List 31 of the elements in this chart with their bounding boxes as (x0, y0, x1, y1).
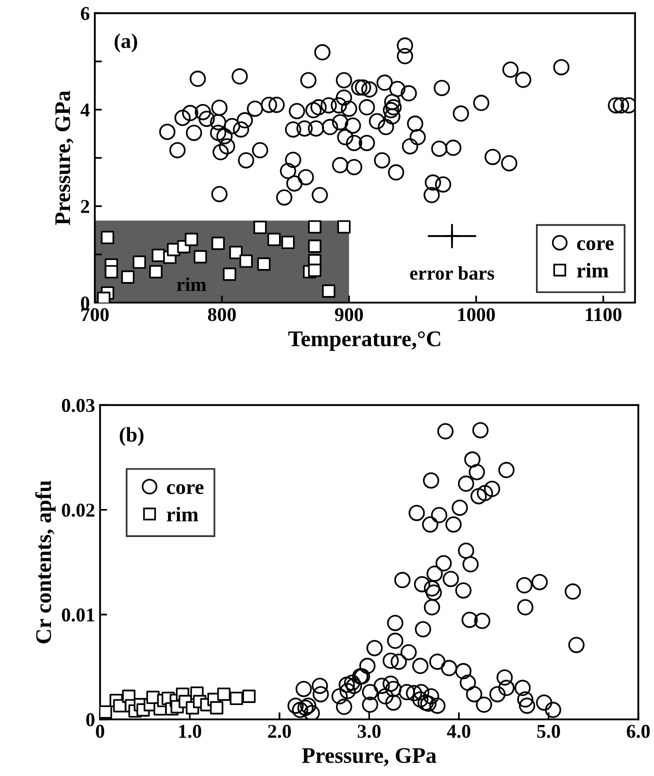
legend-label: rim (166, 506, 198, 522)
x-axis-title: Pressure, GPa (302, 748, 436, 766)
y-tick-label: 6 (80, 7, 90, 20)
y-axis-title: Pressure, GPa (55, 90, 74, 226)
x-tick-label: 1.0 (179, 724, 202, 738)
y-tick-label: 0 (86, 713, 94, 726)
legend-label: core (166, 484, 204, 494)
legend-label: core (577, 240, 614, 250)
y-tick-label: 4 (80, 104, 90, 116)
annotation: rim (176, 277, 206, 291)
x-tick-label: 900 (334, 308, 363, 322)
x-tick-label: 6.0 (626, 724, 650, 738)
annotation: (b) (120, 427, 144, 446)
x-tick-label: 2.0 (268, 724, 291, 738)
x-tick-label: 800 (208, 308, 236, 322)
x-tick-label: 1100 (586, 308, 622, 322)
x-axis-title: Temperature,°C (288, 331, 440, 351)
annotation: (a) (114, 33, 138, 52)
legend-label: rim (576, 262, 608, 278)
y-tick-label: 2 (81, 200, 90, 213)
y-axis-title: Cr contents, apfu (35, 480, 56, 644)
x-tick-label: 3.0 (358, 724, 381, 738)
y-tick-label: 0.03 (62, 398, 95, 412)
x-tick-label: 4.0 (447, 724, 470, 738)
x-tick-label: 700 (81, 308, 109, 322)
annotation: error bars (410, 266, 494, 280)
y-tick-label: 0.02 (62, 504, 94, 517)
x-tick-label: 5.0 (537, 724, 560, 738)
x-tick-label: 0 (96, 724, 104, 738)
y-tick-label: 0.01 (62, 608, 94, 622)
x-tick-label: 1000 (458, 308, 495, 322)
